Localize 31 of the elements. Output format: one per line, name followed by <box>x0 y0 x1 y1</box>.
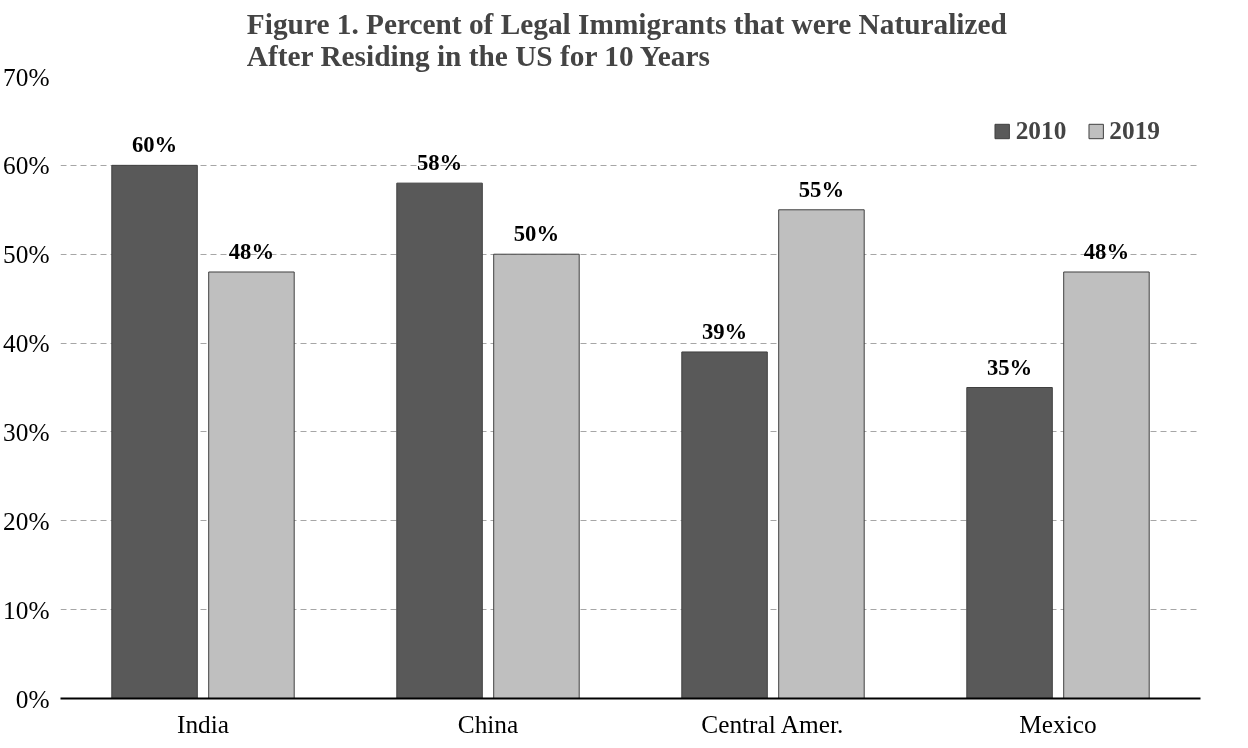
x-tick-label: China <box>457 709 519 738</box>
bar <box>396 182 483 699</box>
bar <box>681 351 768 699</box>
y-tick-label: 40% <box>3 329 50 358</box>
y-tick-label: 20% <box>3 506 50 535</box>
bar <box>493 253 580 699</box>
y-tick-label: 70% <box>3 62 50 91</box>
x-tick-label: Central Amer. <box>701 709 844 738</box>
bar <box>778 209 865 699</box>
data-label: 48% <box>1083 238 1130 264</box>
bar <box>966 387 1053 699</box>
legend-label: 2019 <box>1109 116 1160 145</box>
data-label: 50% <box>513 221 560 247</box>
data-label: 48% <box>228 238 275 264</box>
y-tick-label: 10% <box>3 595 50 624</box>
data-label: 39% <box>701 318 748 344</box>
bar <box>1063 271 1150 699</box>
data-label: 35% <box>986 354 1033 380</box>
data-label: 58% <box>416 150 463 176</box>
x-tick-label: Mexico <box>1019 709 1097 738</box>
y-tick-label: 0% <box>15 684 50 713</box>
y-tick-label: 30% <box>3 417 50 446</box>
x-tick-label: India <box>176 709 230 738</box>
bar <box>208 271 295 699</box>
data-label: 55% <box>798 176 845 202</box>
data-label: 60% <box>131 132 178 158</box>
y-tick-label: 60% <box>3 151 50 180</box>
chart-title: Figure 1. Percent of Legal Immigrants that were Naturalized After Residing in the US for 10 Years <box>246 7 1007 72</box>
y-tick-label: 50% <box>3 240 50 269</box>
bar <box>111 164 198 699</box>
legend-label: 2010 <box>1015 116 1067 145</box>
